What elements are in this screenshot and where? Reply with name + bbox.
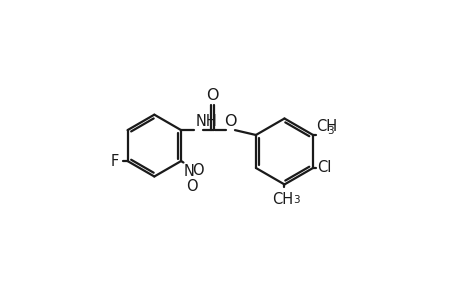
Text: CH: CH [272,192,293,207]
Text: 3: 3 [293,195,299,205]
Text: N: N [184,164,195,179]
Text: O: O [206,88,218,103]
Text: O: O [186,179,197,194]
Text: F: F [110,154,118,169]
Text: Cl: Cl [316,160,331,175]
Text: O: O [224,114,236,129]
Text: CH: CH [316,118,337,134]
Text: O: O [191,164,203,178]
Text: 3: 3 [326,127,333,136]
Text: NH: NH [195,114,217,129]
